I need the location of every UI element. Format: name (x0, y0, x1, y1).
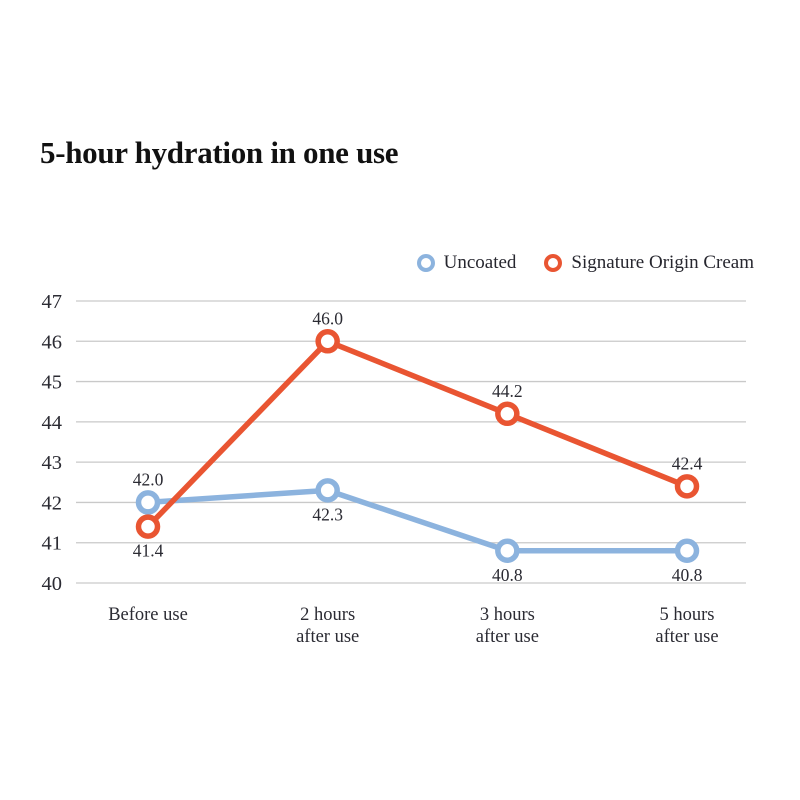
y-tick-label: 42 (42, 492, 63, 514)
signature-origin-cream-ring-icon (544, 254, 563, 272)
data-point-label: 42.3 (312, 504, 343, 524)
data-point-label: 42.0 (133, 469, 164, 489)
legend-item-signature-origin-cream: Signature Origin Cream (544, 252, 754, 274)
data-point-marker (495, 538, 520, 564)
data-point-label: 40.8 (492, 565, 523, 585)
data-point-marker (674, 538, 700, 564)
chart-legend: Uncoated Signature Origin Cream (416, 252, 754, 274)
data-point-marker (315, 329, 340, 354)
chart-title: 5-hour hydration in one use (40, 135, 399, 170)
data-point-marker (674, 474, 700, 499)
x-axis-label: after use (476, 627, 539, 647)
data-point-marker (315, 478, 340, 503)
series-line-1 (145, 338, 690, 530)
data-point-label: 42.4 (672, 453, 703, 473)
data-point-marker (135, 514, 161, 539)
x-axis-label: after use (655, 627, 718, 647)
data-point-label: 40.8 (672, 565, 703, 585)
x-axis-label: 3 hours (480, 605, 535, 625)
data-point-label: 41.4 (133, 541, 164, 561)
legend-label-signature-origin-cream: Signature Origin Cream (571, 252, 754, 273)
uncoated-ring-icon (416, 254, 435, 272)
legend-label-uncoated: Uncoated (443, 252, 517, 273)
y-tick-label: 45 (42, 372, 63, 394)
y-tick-label: 40 (42, 573, 63, 595)
y-tick-label: 47 (42, 291, 63, 313)
x-axis-label: after use (296, 627, 359, 647)
x-axis-label: Before use (108, 605, 188, 625)
y-tick-label: 41 (42, 533, 63, 555)
legend-item-uncoated: Uncoated (416, 252, 517, 274)
x-axis-label: 5 hours (660, 605, 715, 625)
data-point-marker (495, 401, 520, 427)
series-line-0 (145, 487, 690, 554)
y-tick-label: 44 (42, 412, 63, 434)
data-point-marker (135, 490, 161, 515)
data-point-label: 44.2 (492, 381, 523, 401)
y-tick-label: 46 (42, 331, 63, 353)
data-point-label: 46.0 (312, 308, 343, 328)
y-tick-label: 43 (42, 452, 63, 474)
x-axis-label: 2 hours (300, 605, 355, 625)
